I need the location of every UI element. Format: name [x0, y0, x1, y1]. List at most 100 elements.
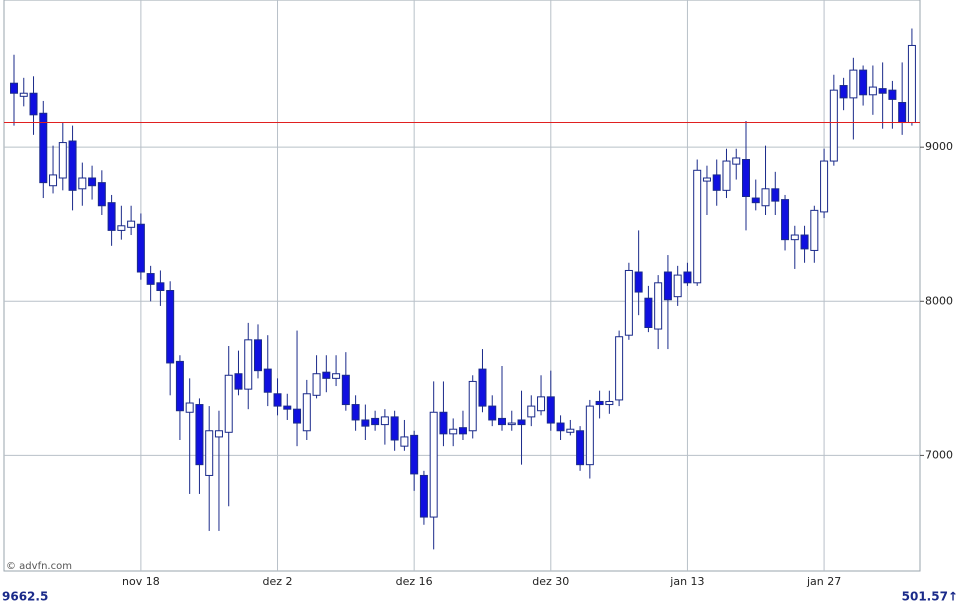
candle-body [439, 411, 448, 435]
candle-body [527, 405, 536, 418]
candle-body [537, 396, 546, 412]
candle-body [702, 177, 711, 182]
candle-body [712, 174, 721, 191]
candle-body [410, 434, 419, 475]
candle-body [293, 408, 302, 424]
candle-body [820, 160, 829, 213]
candle-body [419, 474, 428, 518]
candle-body [322, 371, 331, 379]
candle-body [868, 86, 877, 96]
candle-body [312, 373, 321, 396]
candle-body [449, 428, 458, 435]
candle-body [146, 273, 155, 285]
candle-body [624, 269, 633, 336]
candle-body [244, 339, 253, 390]
candle-body [117, 225, 126, 231]
candle-body [175, 360, 184, 412]
candle-body [634, 271, 643, 293]
candle-body [732, 157, 741, 165]
candle-body [400, 436, 409, 447]
candle-body [800, 234, 809, 250]
candle-body [507, 422, 516, 426]
candle-body [722, 160, 731, 191]
plot-frame [3, 0, 921, 572]
candle-body [78, 177, 87, 190]
candle-body [224, 374, 233, 433]
candle-body [49, 174, 58, 187]
candle-body [283, 405, 292, 410]
candle-body [742, 159, 750, 197]
candle-body [644, 297, 653, 328]
y-tick-label: 9000 [925, 140, 953, 153]
candle-body [566, 428, 575, 433]
candle-body [254, 339, 262, 372]
last-price: 9662.5 [2, 590, 48, 604]
y-tick-label: 7000 [925, 448, 953, 461]
candle-body [751, 197, 760, 204]
candle-body [371, 417, 380, 426]
volume-label: 501.57↑ [902, 590, 958, 604]
candle-body [429, 411, 438, 518]
candle-body [341, 374, 350, 406]
x-tick-label: nov 18 [122, 575, 160, 588]
candle-body [517, 419, 526, 426]
y-tick-label: 8000 [925, 294, 953, 307]
candle-body [595, 400, 604, 406]
candle-body [761, 188, 770, 207]
candle-body [849, 69, 858, 99]
candle-body [488, 405, 497, 421]
candle-body [107, 202, 116, 231]
candle-body [829, 89, 838, 162]
candle-body [263, 368, 272, 393]
candle-body [156, 282, 165, 292]
candle-body [97, 182, 106, 207]
candle-body [478, 368, 487, 407]
candle-body [859, 69, 868, 96]
candle-body [546, 396, 555, 424]
candle-body [136, 223, 145, 273]
candle-body [458, 427, 467, 435]
candle-body [771, 188, 780, 202]
candle-body [605, 400, 614, 406]
candle-body [390, 416, 399, 441]
candle-body [58, 142, 67, 179]
x-tick-label: jan 27 [806, 575, 841, 588]
candle-body [576, 430, 585, 466]
candle-body [19, 92, 28, 97]
candle-body [185, 402, 194, 413]
candle-body [29, 92, 38, 116]
candle-body [351, 404, 360, 421]
candle-body [790, 234, 799, 241]
candle-body [468, 380, 477, 432]
candle-body [214, 430, 223, 438]
candle-body [673, 274, 682, 298]
candle-body [839, 85, 848, 99]
candle-body [380, 416, 389, 426]
candle-body [302, 393, 311, 432]
candle-body [498, 417, 506, 426]
x-tick-label: jan 13 [669, 575, 704, 588]
candle-body [556, 422, 565, 432]
x-tick-label: dez 2 [263, 575, 293, 588]
candle-body [205, 430, 214, 476]
candle-body [195, 404, 204, 466]
candle-body [907, 44, 916, 124]
candle-body [361, 419, 370, 427]
candle-body [810, 209, 819, 251]
candle-body [127, 220, 136, 228]
candle-body [273, 393, 282, 407]
candle-body [68, 140, 77, 191]
candle-body [693, 169, 702, 284]
candle-body [898, 101, 907, 124]
candle-body [683, 271, 692, 284]
x-tick-label: dez 30 [532, 575, 569, 588]
candle-body [663, 271, 672, 301]
candle-body [166, 290, 175, 364]
candle-body [39, 112, 48, 184]
candle-body [615, 336, 624, 401]
candle-body [234, 373, 243, 390]
candle-body [585, 405, 594, 466]
candle-body [10, 82, 18, 94]
candle-body [654, 282, 663, 330]
